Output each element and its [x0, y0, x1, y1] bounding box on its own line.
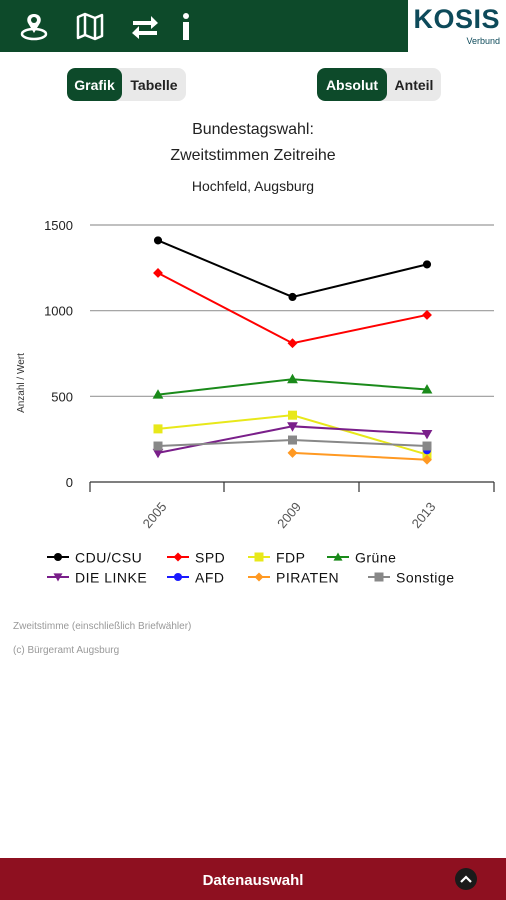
chevron-up-icon[interactable] [455, 868, 477, 890]
legend-item: Grüne [327, 548, 396, 565]
legend-item: SPD [167, 548, 225, 565]
series-line [292, 451, 428, 461]
y-tick-label: 500 [51, 389, 73, 404]
x-tick-label: 2013 [409, 499, 439, 531]
data-point [422, 454, 432, 465]
legend-label: AFD [195, 569, 225, 586]
data-point [153, 424, 163, 434]
legend-swatch [167, 552, 189, 562]
info-icon[interactable] [168, 8, 204, 44]
data-selection-bar[interactable]: Datenauswahl [0, 858, 506, 900]
data-point [422, 260, 432, 269]
data-point [153, 441, 163, 451]
y-tick-label: 1000 [44, 304, 73, 319]
brand-subtitle: Verbund [466, 36, 500, 46]
footnote-copyright: (c) Bürgeramt Augsburg [13, 645, 120, 656]
data-point [153, 268, 163, 278]
map-icon[interactable] [72, 8, 108, 44]
data-point [287, 422, 298, 432]
legend-item: CDU/CSU [47, 548, 142, 565]
legend-swatch [368, 572, 390, 582]
data-point [421, 384, 433, 394]
tab-tabelle[interactable]: Tabelle [130, 76, 178, 93]
data-point [287, 447, 298, 458]
swap-icon[interactable] [127, 8, 163, 44]
legend-label: Sonstige [396, 569, 455, 586]
series-line [157, 239, 428, 299]
data-point [422, 310, 432, 320]
view-toggle: Grafik Tabelle [67, 68, 186, 101]
footnote-zweitstimme: Zweitstimme (einschließlich Briefwähler) [13, 621, 192, 632]
legend-swatch [248, 552, 270, 562]
data-point [421, 429, 433, 440]
y-axis-label: Anzahl / Wert [16, 353, 27, 413]
legend-item: FDP [248, 548, 306, 565]
data-selection-label: Datenauswahl [202, 872, 304, 889]
legend-label: CDU/CSU [75, 549, 143, 566]
data-point [152, 389, 164, 399]
y-tick-label: 0 [66, 475, 73, 490]
data-point [422, 441, 432, 451]
data-point [288, 435, 297, 445]
mode-toggle: Absolut Anteil [317, 68, 441, 101]
x-tick-label: 2009 [274, 499, 304, 531]
data-point [288, 292, 297, 302]
kosis-logo: KOSIS Verbund [406, 0, 506, 52]
legend-item: DIE LINKE [47, 568, 147, 585]
data-point [287, 373, 298, 384]
data-point [288, 410, 297, 420]
legend-swatch [327, 552, 349, 561]
legend-label: PIRATEN [276, 569, 340, 586]
legend-label: Grüne [355, 549, 397, 566]
legend-swatch [167, 573, 189, 582]
tab-absolut[interactable]: Absolut [317, 68, 387, 101]
y-tick-label: 1500 [44, 218, 73, 233]
legend-label: DIE LINKE [75, 569, 148, 586]
legend-item: AFD [167, 568, 225, 585]
top-toolbar: KOSIS Verbund [0, 0, 506, 52]
chart-subtitle: Zweitstimmen Zeitreihe [170, 147, 336, 164]
chart-title: Bundestagswahl: [192, 121, 314, 138]
line-chart: 1500 1000 500 0 2005 2009 2013 Anzahl / Wert [16, 218, 495, 531]
data-point [153, 236, 163, 245]
legend-item: Sonstige [368, 568, 454, 585]
brand-name: KOSIS [413, 4, 500, 34]
legend-swatch [47, 553, 69, 562]
location-icon[interactable] [16, 8, 52, 44]
legend-item: PIRATEN [248, 568, 339, 585]
legend-swatch [47, 573, 69, 582]
data-point [422, 450, 432, 460]
data-point [287, 338, 298, 349]
series-line [157, 272, 428, 345]
legend-swatch [248, 572, 270, 582]
data-point [152, 448, 164, 459]
tab-anteil[interactable]: Anteil [394, 76, 434, 93]
chart-location: Hochfeld, Augsburg [191, 178, 315, 194]
tab-grafik[interactable]: Grafik [67, 68, 122, 101]
legend-label: FDP [276, 549, 306, 566]
x-tick-label: 2005 [140, 499, 170, 531]
legend-label: SPD [195, 549, 226, 566]
